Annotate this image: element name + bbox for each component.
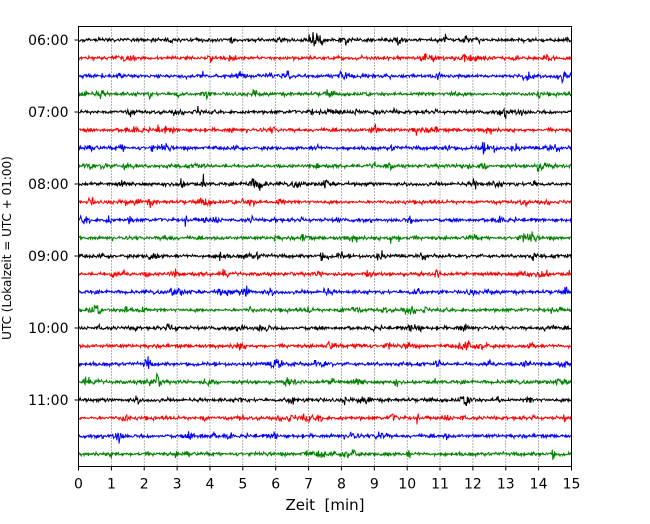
trace-0815 bbox=[78, 196, 572, 209]
x-tick-label: 11 bbox=[431, 477, 449, 493]
trace-1130 bbox=[78, 430, 572, 444]
trace-1100 bbox=[78, 395, 572, 406]
trace-1045 bbox=[78, 371, 572, 388]
trace-1030 bbox=[78, 356, 572, 370]
trace-1000 bbox=[78, 322, 572, 333]
trace-0700 bbox=[78, 105, 572, 119]
x-tick-label: 9 bbox=[370, 477, 379, 493]
trace-0930 bbox=[78, 285, 572, 297]
y-tick-label: 11:00 bbox=[28, 393, 68, 409]
x-tick-label: 6 bbox=[271, 477, 280, 493]
x-tick-label: 8 bbox=[337, 477, 346, 493]
trace-0600 bbox=[78, 32, 572, 47]
y-tick-label: 06:00 bbox=[28, 33, 68, 49]
x-tick-label: 1 bbox=[107, 477, 116, 493]
trace-0615 bbox=[78, 53, 572, 63]
trace-0915 bbox=[78, 268, 572, 279]
y-tick-label: 09:00 bbox=[28, 249, 68, 265]
trace-1015 bbox=[78, 340, 572, 351]
trace-1145 bbox=[78, 448, 572, 461]
trace-0715 bbox=[78, 123, 572, 136]
x-tick-label: 5 bbox=[238, 477, 247, 493]
trace-1115 bbox=[78, 413, 572, 425]
trace-lines bbox=[78, 32, 572, 461]
x-axis-label: Zeit [min] bbox=[285, 496, 364, 514]
x-tick-label: 13 bbox=[497, 477, 515, 493]
x-tick-label: 7 bbox=[304, 477, 313, 493]
plot-frame bbox=[78, 26, 572, 467]
x-tick-label: 0 bbox=[74, 477, 83, 493]
x-tick-label: 4 bbox=[206, 477, 215, 493]
x-tick-label: 10 bbox=[398, 477, 416, 493]
x-tick-label: 3 bbox=[173, 477, 182, 493]
x-tick-label: 14 bbox=[530, 477, 548, 493]
y-axis-label: UTC (Lokalzeit = UTC + 01:00) bbox=[0, 156, 14, 340]
trace-0630 bbox=[78, 69, 572, 85]
trace-0830 bbox=[78, 213, 572, 227]
x-axis-ticks: 0 1 2 3 4 5 6 7 8 9 10 11 12 13 14 15 bbox=[74, 466, 581, 493]
x-tick-label: 2 bbox=[140, 477, 149, 493]
trace-0945 bbox=[78, 304, 572, 315]
trace-0845 bbox=[78, 231, 572, 244]
y-tick-label: 10:00 bbox=[28, 321, 68, 337]
trace-0645 bbox=[78, 89, 572, 101]
y-tick-label: 07:00 bbox=[28, 105, 68, 121]
trace-0900 bbox=[78, 250, 572, 262]
trace-0745 bbox=[78, 161, 572, 173]
y-tick-label: 08:00 bbox=[28, 177, 68, 193]
trace-0730 bbox=[78, 141, 572, 156]
trace-0800 bbox=[78, 173, 572, 191]
x-tick-label: 12 bbox=[464, 477, 482, 493]
y-axis-ticks: 06:00 07:00 08:00 09:00 10:00 11:00 bbox=[28, 33, 79, 409]
grid-lines bbox=[111, 26, 539, 467]
x-tick-label: 15 bbox=[563, 477, 581, 493]
